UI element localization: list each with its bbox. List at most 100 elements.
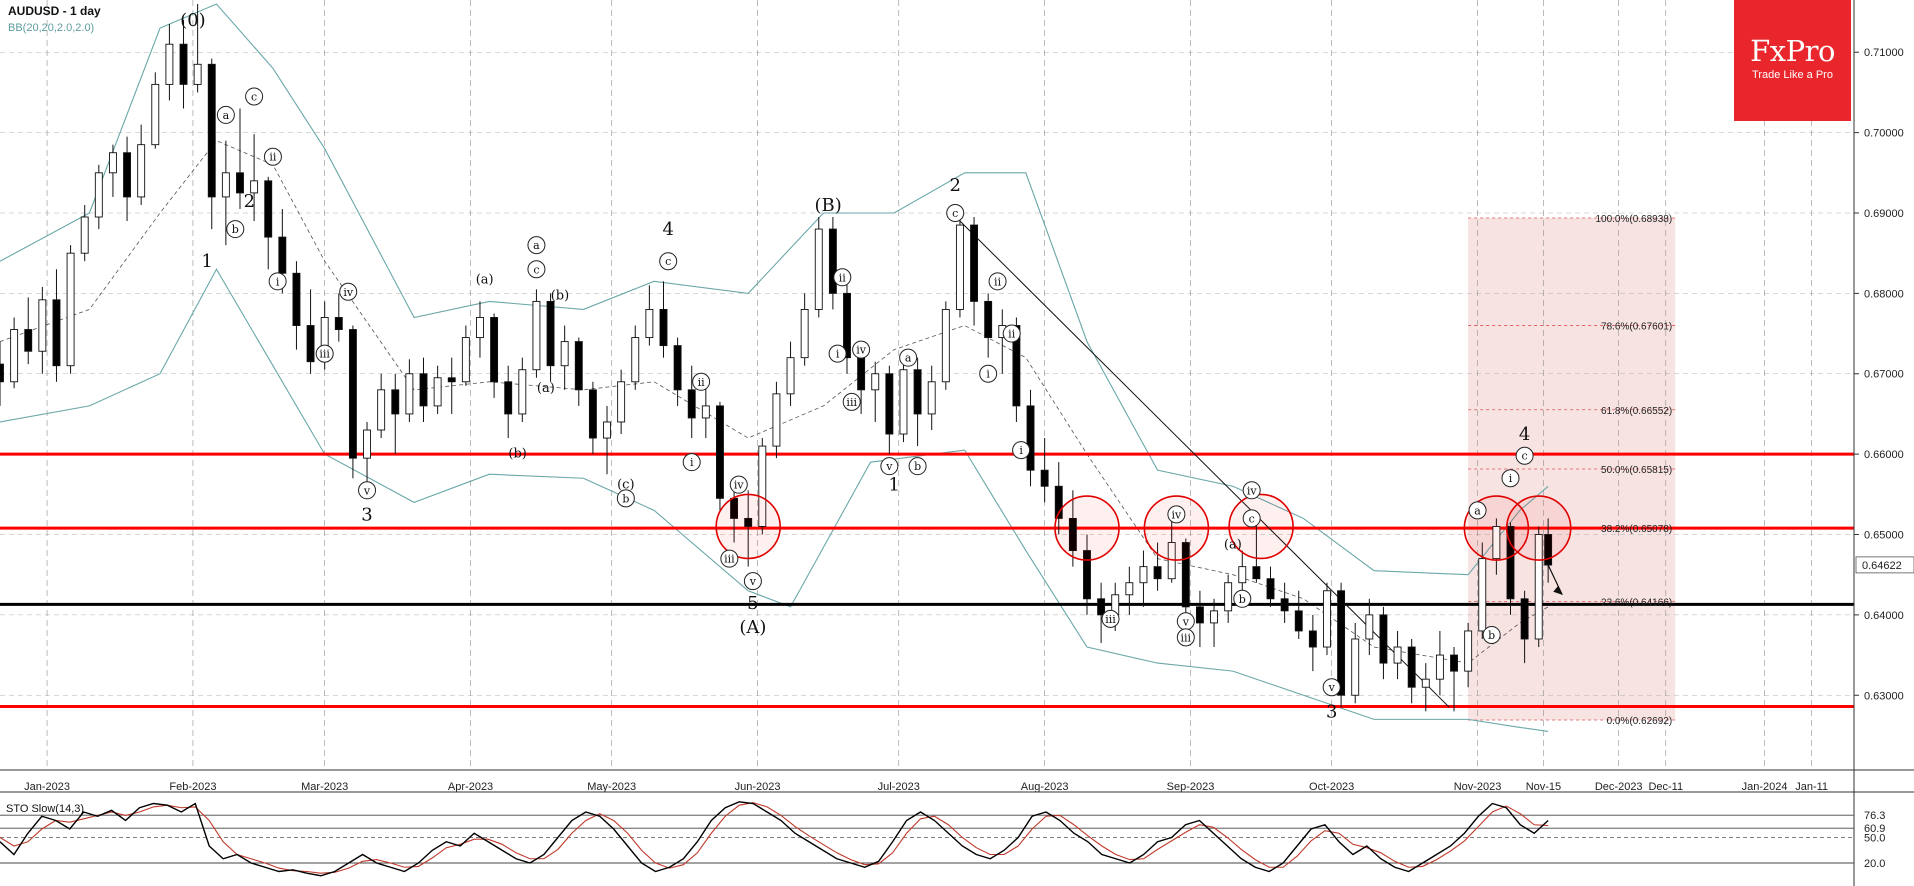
highlight-circle — [715, 493, 781, 560]
current-price-box — [1855, 556, 1914, 574]
candle-body — [1337, 590, 1346, 696]
candle-body — [1210, 610, 1218, 624]
candle-body — [1054, 485, 1063, 519]
wave-label: a — [905, 352, 912, 365]
candle-body — [1308, 630, 1317, 648]
time-tick-label: Jul-2023 — [878, 781, 920, 793]
highlight-circles — [715, 493, 1572, 561]
wave-label: 5 — [747, 593, 758, 614]
wave-circle — [1012, 441, 1031, 460]
candle-body — [151, 83, 160, 146]
wave-circle — [1501, 469, 1520, 488]
candle-body — [94, 172, 103, 218]
indicator-label: BB(20,20,2.0,2.0) — [8, 22, 95, 34]
wave-label: b — [914, 460, 921, 473]
logo-brand: FxPro — [1750, 34, 1835, 68]
wave-circle — [1322, 678, 1341, 697]
wave-label: 1 — [888, 475, 899, 496]
wave-label: (a) — [1224, 538, 1242, 553]
candle-body — [490, 317, 499, 383]
wave-label: iv — [1247, 484, 1258, 497]
wave-label: (0) — [180, 10, 206, 31]
wave-circle — [659, 252, 678, 271]
candle-body — [716, 405, 724, 499]
wave-label: ii — [269, 151, 277, 164]
wave-circle — [833, 268, 852, 287]
candle-body — [391, 389, 400, 415]
highlight-circle — [1228, 493, 1294, 560]
sto-d-line — [0, 802, 1549, 874]
highlight-circle — [1505, 495, 1572, 561]
candle-body — [1351, 638, 1360, 696]
candle-body — [0, 363, 4, 383]
candle-body — [179, 43, 188, 85]
wave-label: b — [232, 223, 239, 236]
wave-circle — [216, 105, 235, 124]
candle-body — [419, 373, 428, 407]
wave-label: v — [749, 575, 757, 588]
candle-body — [588, 389, 597, 439]
sto-level-label: 76.3 — [1864, 810, 1885, 822]
wave-label: iii — [724, 553, 735, 566]
wave-circle — [828, 344, 847, 363]
candle-body — [1139, 566, 1148, 584]
wave-circle — [720, 549, 739, 568]
wave-label: c — [1522, 450, 1528, 463]
candle-body — [1407, 646, 1416, 688]
time-tick-label: Jan-2023 — [24, 781, 70, 793]
candle-body — [1266, 578, 1275, 600]
time-tick-label: Feb-2023 — [169, 781, 216, 793]
candle-body — [123, 152, 132, 198]
candle-body — [828, 228, 837, 294]
wave-label: 1 — [201, 251, 212, 272]
candle-body — [1238, 566, 1247, 584]
wave-label: iii — [846, 396, 857, 409]
wave-label: i — [276, 275, 280, 288]
wave-label: c — [665, 255, 671, 268]
wave-label: c — [1249, 512, 1255, 525]
grid — [0, 0, 1854, 770]
fxpro-logo: FxPro Trade Like a Pro — [1734, 0, 1851, 121]
candle-body — [687, 389, 696, 419]
wave-circle — [527, 260, 546, 279]
wave-label: c — [251, 90, 257, 103]
time-tick-label: May-2023 — [587, 781, 636, 793]
horizontal-levels — [0, 452, 1854, 709]
candle-body — [1464, 630, 1473, 672]
candle-body — [1083, 550, 1091, 600]
candle-body — [447, 377, 456, 383]
candle-body — [1544, 534, 1553, 566]
candle-body — [955, 224, 964, 310]
wave-circle — [1002, 324, 1021, 343]
wave-circle — [263, 147, 282, 166]
candle-body — [1181, 542, 1190, 608]
candle-body — [193, 63, 202, 85]
wave-circle — [842, 392, 861, 411]
wave-label: i — [1509, 472, 1513, 485]
candle-body — [645, 308, 654, 339]
candle-body — [673, 345, 682, 391]
candle-body — [306, 325, 315, 363]
candle-body — [857, 357, 866, 391]
wave-label: v — [1182, 615, 1190, 628]
candle-body — [970, 224, 979, 302]
candle-body — [1393, 646, 1402, 664]
wave-circle — [358, 481, 377, 500]
price-tick-label: 0.70000 — [1864, 128, 1904, 140]
fib-label: 100.0%(0.68938) — [1595, 214, 1672, 225]
fib-label: 38.2%(0.65078) — [1601, 524, 1672, 535]
fib-label: 61.8%(0.66552) — [1601, 406, 1672, 417]
candle-body — [574, 341, 583, 391]
candle-body — [207, 63, 216, 198]
wave-label: 2 — [244, 191, 255, 212]
candle-body — [264, 180, 273, 238]
wave-circle — [1482, 625, 1501, 644]
candle-body — [800, 308, 809, 359]
candle-body — [560, 341, 569, 367]
candle-body — [532, 300, 541, 371]
candle-body — [165, 43, 174, 85]
wave-circle — [616, 489, 635, 508]
candle-body — [1224, 582, 1233, 612]
wave-label: 4 — [662, 219, 673, 240]
